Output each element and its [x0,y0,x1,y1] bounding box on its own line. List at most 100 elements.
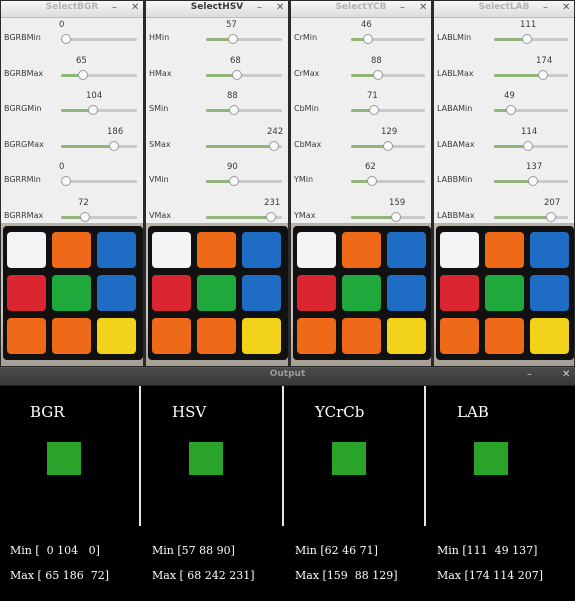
window-titlebar[interactable]: SelectYCB – ✕ [291,1,431,18]
trackbar-handle[interactable] [269,140,279,151]
trackbar-fill [206,38,233,41]
trackbar-handle[interactable] [88,105,98,115]
trackbar-track[interactable] [206,176,282,186]
trackbar-handle[interactable] [383,140,393,151]
trackbar-handle[interactable] [61,34,71,44]
trackbar-handle[interactable] [523,140,533,151]
trackbar-fill [494,73,543,77]
trackbar-value: 129 [381,126,398,137]
trackbar-handle[interactable] [228,34,238,44]
close-icon[interactable]: ✕ [276,2,285,13]
trackbar-handle[interactable] [528,176,538,186]
trackbar-track[interactable] [351,211,425,222]
trackbar-fill [206,109,234,112]
trackbar-track[interactable] [494,176,568,186]
cube-body [293,226,431,360]
close-icon[interactable]: ✕ [131,2,140,13]
cube-sticker [197,232,236,268]
trackbar-track[interactable] [61,176,137,186]
trackbar-handle[interactable] [373,69,383,80]
trackbar-track[interactable] [351,69,425,80]
cube-sticker [440,232,479,268]
window-titlebar[interactable]: SelectBGR – ✕ [1,1,143,18]
trackbar-smax: SMax 242 [146,125,288,160]
trackbar-track[interactable] [494,69,568,80]
trackbar-track[interactable] [351,105,425,115]
trackbar-handle[interactable] [229,176,239,186]
trackbar-handle[interactable] [546,211,556,222]
window-title: SelectBGR [45,2,99,12]
trackbar-track[interactable] [351,140,425,151]
trackbar-fill [61,144,114,148]
cube-body [3,226,143,360]
trackbar-track[interactable] [494,105,568,115]
trackbar-label: CbMax [294,139,322,149]
trackbar-fill [351,215,396,219]
trackbar-handle[interactable] [232,69,242,80]
trackbar-track[interactable] [206,34,282,44]
trackbar-value: 159 [389,197,406,208]
trackbar-handle[interactable] [229,105,239,115]
trackbar-lablmax: LABLMax 174 [434,54,574,89]
window-titlebar[interactable]: SelectHSV – ✕ [146,1,288,18]
cube-sticker [297,232,336,268]
trackbar-value: 49 [504,91,515,101]
trackbar-track[interactable] [494,140,568,151]
max-values: Max [159 88 129] [295,569,398,582]
close-icon[interactable]: ✕ [562,369,571,380]
trackbar-handle[interactable] [80,211,90,222]
close-icon[interactable]: ✕ [562,2,571,13]
cube-sticker [242,275,281,311]
trackbar-track[interactable] [494,211,568,222]
trackbar-bgrgmax: BGRGMax 186 [1,125,143,160]
trackbar-fill [494,109,511,112]
trackbar-value: 207 [544,197,561,208]
min-values: Min [62 46 71] [295,544,378,557]
trackbar-handle[interactable] [266,211,276,222]
trackbar-track[interactable] [206,211,282,222]
minimize-icon[interactable]: – [527,369,532,380]
window-titlebar[interactable]: SelectLAB – ✕ [434,1,574,18]
trackbar-value: 88 [227,91,238,101]
cube-sticker [152,318,191,354]
trackbar-track[interactable] [61,140,137,151]
trackbar-track[interactable] [206,69,282,80]
trackbar-track[interactable] [351,176,425,186]
trackbar-handle[interactable] [506,105,516,115]
minimize-icon[interactable]: – [400,2,405,13]
trackbar-track[interactable] [61,105,137,115]
cube-sticker [7,232,46,268]
trackbar-value: 242 [267,126,284,137]
trackbar-label: SMax [149,139,171,149]
output-titlebar[interactable]: Output – ✕ [0,368,575,386]
output-panel-hsv: HSV Min [57 88 90] Max [ 68 242 231] [142,386,282,601]
trackbar-track[interactable] [494,34,568,44]
minimize-icon[interactable]: – [257,2,262,13]
trackbar-track[interactable] [351,34,425,44]
trackbar-handle[interactable] [367,176,377,186]
cube-sticker [530,275,569,311]
minimize-icon[interactable]: – [543,2,548,13]
trackbar-handle[interactable] [538,69,548,80]
close-icon[interactable]: ✕ [419,2,428,13]
minimize-icon[interactable]: – [112,2,117,13]
trackbar-track[interactable] [61,34,137,44]
trackbar-handle[interactable] [369,105,379,115]
trackbar-track[interactable] [61,211,137,222]
trackbar-handle[interactable] [363,34,373,44]
min-values: Min [111 49 137] [437,544,538,557]
trackbar-handle[interactable] [391,211,401,222]
cube-sticker [52,275,91,311]
trackbar-track[interactable] [206,105,282,115]
trackbar-handle[interactable] [109,140,119,151]
cube-body [148,226,288,360]
trackbar-smin: SMin 88 [146,89,288,124]
trackbar-handle[interactable] [522,34,532,44]
trackbar-cbmin: CbMin 71 [291,89,431,124]
min-values: Min [ 0 104 0] [10,544,100,557]
trackbar-track[interactable] [61,69,137,80]
trackbar-handle[interactable] [78,69,88,80]
trackbar-track[interactable] [206,140,282,151]
trackbar-handle[interactable] [61,176,71,186]
cube-sticker [387,275,426,311]
